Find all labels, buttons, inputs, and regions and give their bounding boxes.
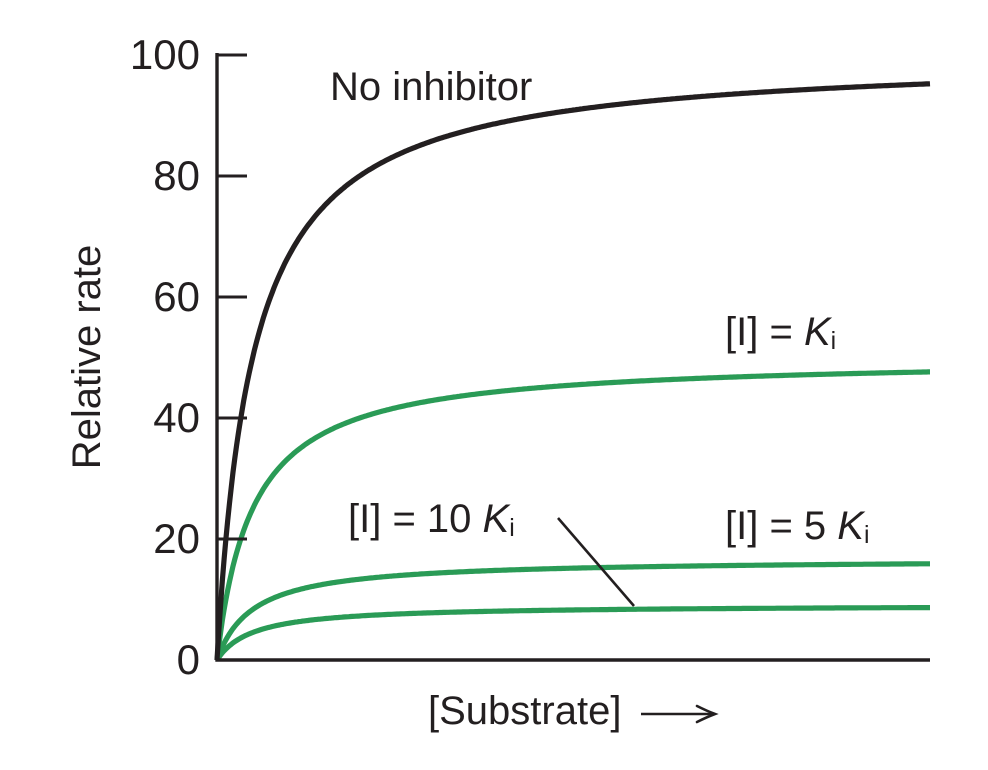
x-axis-title-row: [Substrate] <box>428 688 720 734</box>
curve-label-10ki-subscript: i <box>509 515 515 543</box>
y-tick-label-20: 20 <box>153 515 200 562</box>
curve-label-10ki: [I] = 10 Ki <box>348 496 515 542</box>
curve-label-5ki-text: [I] = 5 <box>725 504 838 548</box>
curve-label-5ki-subscript: i <box>863 522 870 550</box>
x-axis-title: [Substrate] <box>428 689 622 733</box>
y-tick-label-100: 100 <box>129 31 200 78</box>
curve-label-5ki: [I] = 5 Ki <box>725 503 870 549</box>
curve-label-5ki-symbol: K <box>837 504 864 548</box>
curve-label-no-inhibitor: No inhibitor <box>330 65 533 109</box>
y-tick-label-60: 60 <box>153 273 200 320</box>
y-axis-title: Relative rate <box>65 244 109 470</box>
curve-label-10ki-text: [I] = 10 <box>348 497 483 541</box>
curve-label-ki-symbol: K <box>803 310 831 354</box>
curve-label-ki: [I] = Ki <box>725 309 836 355</box>
curve-label-ki-text: [I] = <box>725 310 804 354</box>
y-tick-label-40: 40 <box>153 394 200 441</box>
y-tick-label-0: 0 <box>176 636 200 683</box>
curve-label-ki-subscript: i <box>830 328 837 356</box>
curve-label-10ki-symbol: K <box>482 497 510 541</box>
y-tick-label-80: 80 <box>153 152 200 199</box>
right-arrow-icon <box>641 704 720 724</box>
